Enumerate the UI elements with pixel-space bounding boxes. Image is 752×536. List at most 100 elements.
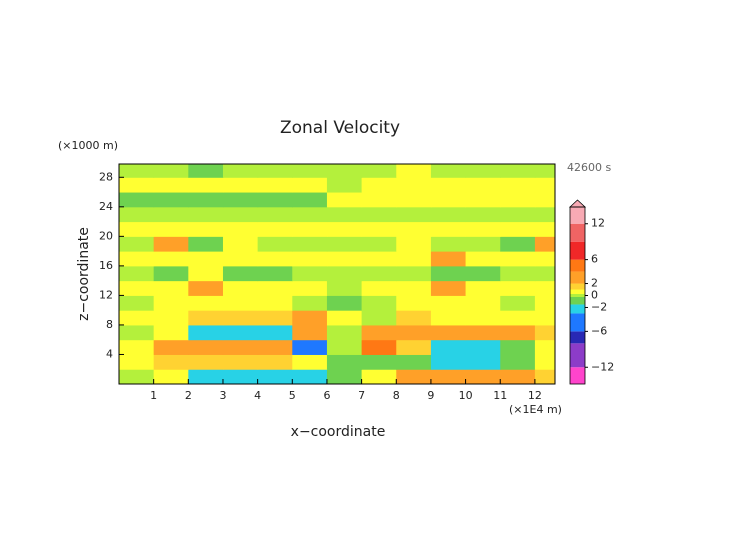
cell — [326, 280, 363, 296]
cell — [361, 192, 397, 208]
cell — [465, 236, 501, 252]
cell — [361, 280, 397, 296]
cell — [500, 339, 536, 355]
y-tick-label: 8 — [106, 318, 113, 331]
colorbar-band — [570, 223, 585, 242]
cell — [361, 265, 397, 282]
cell — [361, 177, 397, 193]
colorbar-tick-label: −6 — [591, 324, 607, 337]
cell — [257, 339, 293, 355]
cell — [396, 164, 432, 178]
cell — [430, 280, 467, 296]
cell — [361, 164, 397, 178]
colorbar-band — [570, 343, 585, 368]
cell — [396, 369, 432, 384]
colorbar-band — [570, 296, 585, 305]
cell — [396, 236, 432, 252]
cell — [465, 354, 501, 370]
cell — [326, 324, 363, 341]
cell — [430, 295, 467, 311]
cell — [292, 265, 328, 282]
cell — [222, 177, 259, 193]
cell — [534, 251, 555, 267]
cell — [326, 295, 363, 311]
plot-frame — [118, 163, 556, 385]
cell — [188, 354, 224, 370]
cell — [500, 310, 536, 326]
cell — [153, 236, 189, 252]
cell — [257, 251, 293, 267]
cell — [430, 251, 467, 267]
cell — [396, 251, 432, 267]
cell — [500, 280, 536, 296]
cell — [188, 251, 224, 267]
cell — [222, 265, 259, 282]
cell — [326, 221, 363, 237]
cell — [188, 236, 224, 252]
cell — [292, 339, 328, 355]
cell — [534, 177, 555, 193]
cell — [153, 221, 189, 237]
x-tick-label: 8 — [393, 389, 400, 402]
cell — [222, 206, 259, 223]
cell — [257, 369, 293, 384]
colorbar-band — [570, 304, 585, 314]
cell — [500, 192, 536, 208]
x-tick-label: 4 — [254, 389, 261, 402]
cell — [430, 192, 467, 208]
cell — [188, 177, 224, 193]
y-tick-label: 16 — [99, 259, 113, 272]
cell — [153, 339, 189, 355]
cell — [361, 221, 397, 237]
cell — [396, 310, 432, 326]
cell — [361, 310, 397, 326]
cell — [500, 221, 536, 237]
cell — [292, 280, 328, 296]
cell — [119, 206, 155, 223]
cell — [534, 310, 555, 326]
cell — [119, 236, 155, 252]
cell — [292, 164, 328, 178]
cell — [465, 295, 501, 311]
cell — [292, 354, 328, 370]
cell — [361, 206, 397, 223]
cell — [119, 369, 155, 384]
cell — [188, 206, 224, 223]
cell — [119, 192, 155, 208]
x-tick-label: 2 — [185, 389, 192, 402]
cell — [292, 236, 328, 252]
x-tick-label: 9 — [427, 389, 434, 402]
x-tick-label: 1 — [150, 389, 157, 402]
cell — [396, 280, 432, 296]
cell — [430, 177, 467, 193]
cell — [222, 221, 259, 237]
cell — [326, 310, 363, 326]
cell — [153, 251, 189, 267]
cell — [292, 192, 328, 208]
cell — [119, 164, 155, 178]
cell — [222, 236, 259, 252]
cell — [534, 192, 555, 208]
cell — [430, 221, 467, 237]
cell — [119, 177, 155, 193]
cell — [534, 236, 555, 252]
cell — [222, 339, 259, 355]
cell — [119, 310, 155, 326]
cell — [326, 177, 363, 193]
field — [119, 164, 555, 384]
cell — [534, 164, 555, 178]
colorbar-band — [570, 331, 585, 344]
y-tick-label: 28 — [99, 170, 113, 183]
cell — [500, 164, 536, 178]
x-tick-label: 12 — [528, 389, 542, 402]
x-tick-label: 7 — [358, 389, 365, 402]
colorbar-band — [570, 207, 585, 224]
cell — [188, 221, 224, 237]
cell — [465, 265, 501, 282]
cell — [119, 295, 155, 311]
cell — [222, 310, 259, 326]
cell — [153, 265, 189, 282]
cell — [292, 221, 328, 237]
colorbar-band — [570, 313, 585, 332]
cell — [257, 192, 293, 208]
